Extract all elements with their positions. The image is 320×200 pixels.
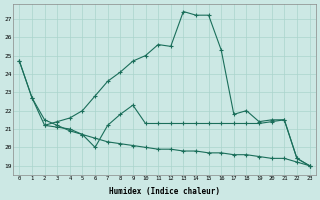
X-axis label: Humidex (Indice chaleur): Humidex (Indice chaleur) [109, 187, 220, 196]
